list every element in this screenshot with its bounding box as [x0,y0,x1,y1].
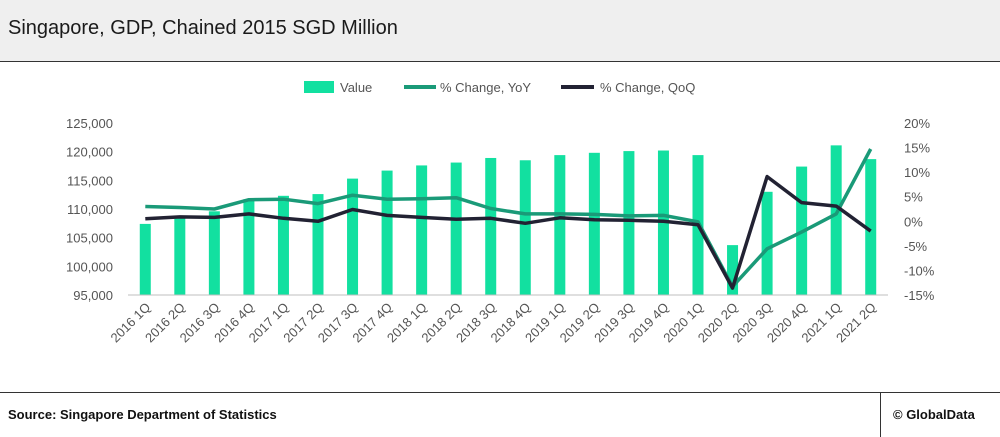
right-tick-label: 20% [904,116,930,131]
value-bar [416,165,428,295]
value-bar [761,191,773,295]
value-bar [450,162,462,295]
value-bar [381,170,393,295]
value-bar [277,195,289,295]
chart-title: Singapore, GDP, Chained 2015 SGD Million [8,17,398,39]
legend-label-value: Value [340,80,372,95]
qoq-line [145,174,872,290]
right-tick-label: 5% [904,190,923,205]
percent-lines [145,148,873,290]
right-tick-label: 0% [904,214,923,229]
value-bar [243,199,255,295]
right-tick-label: -5% [904,239,928,254]
value-bar [208,211,220,295]
brand-label: © GlobalData [893,407,975,422]
footer: Source: Singapore Department of Statisti… [0,392,1000,437]
value-bar [554,155,566,295]
chart-area: Value % Change, YoY % Change, QoQ 95,000 10… [0,62,1000,392]
left-tick-label: 105,000 [66,231,113,246]
footer-divider [880,393,881,437]
left-tick-label: 120,000 [66,145,113,160]
value-bar [139,223,151,295]
right-tick-label: -10% [904,263,935,278]
value-bar [865,159,877,295]
right-tick-label: 10% [904,165,930,180]
right-tick-label: -15% [904,288,935,303]
gdp-chart: Value % Change, YoY % Change, QoQ 95,000 10… [66,80,935,346]
legend: Value % Change, YoY % Change, QoQ [304,80,695,95]
value-bar [312,194,324,295]
value-bar [519,160,531,295]
left-tick-label: 110,000 [67,202,113,217]
value-bar [588,152,600,295]
left-tick-label: 100,000 [66,259,113,274]
value-bar [485,157,497,295]
left-tick-label: 95,000 [73,288,113,303]
right-tick-label: 15% [904,141,930,156]
value-bar [174,216,186,295]
value-bar [623,151,635,295]
title-bar: Singapore, GDP, Chained 2015 SGD Million [0,0,1000,62]
right-axis: -15% -10% -5% 0% 5% 10% 15% 20% [904,116,935,303]
left-axis: 95,000 100,000 105,000 110,000 115,000 120,00… [66,116,113,303]
legend-label-qoq: % Change, QoQ [600,80,695,95]
legend-label-yoy: % Change, YoY [440,80,531,95]
value-bar [347,178,359,295]
yoy-line [145,148,873,289]
legend-swatch-value [304,81,334,93]
value-bar [830,145,842,295]
value-bar [727,245,739,295]
left-tick-label: 115,000 [67,173,113,188]
source-note: Source: Singapore Department of Statisti… [8,407,277,422]
left-tick-label: 125,000 [66,116,113,131]
